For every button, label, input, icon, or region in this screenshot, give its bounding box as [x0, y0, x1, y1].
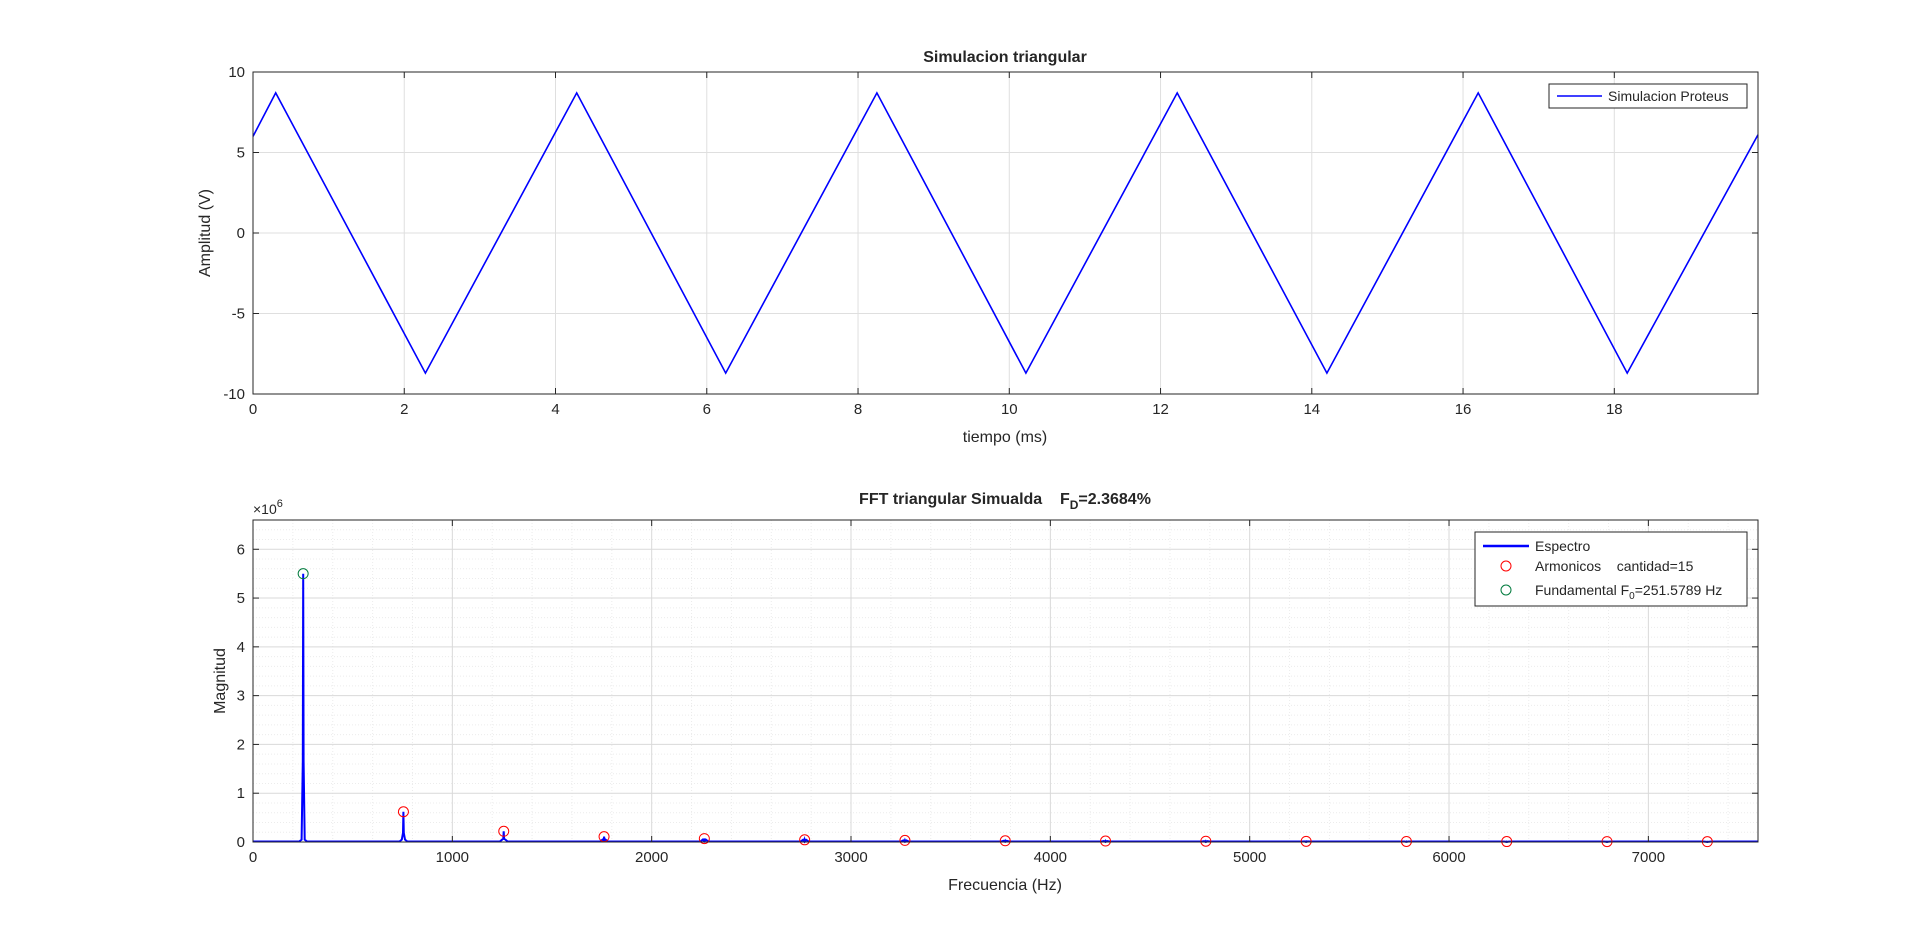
y-tick-label: -10: [223, 386, 245, 403]
x-tick-label: 2: [400, 401, 408, 418]
fft-plot-exponent-power: 6: [277, 498, 283, 510]
fft-plot-legend: Espectro Armonicos cantidad=15 Fundament…: [1474, 531, 1748, 607]
harmonic-marker: [498, 825, 510, 837]
x-tick-label: 4: [551, 401, 559, 418]
y-tick-label: 10: [228, 64, 245, 81]
fft-plot-ylabel: Magnitud: [212, 648, 229, 714]
x-tick-label: 10: [1001, 401, 1018, 418]
fft-plot: 0 1000 2000 3000 4000 5000 6000 7000 0 1 2 3 4 5 6 ×10…: [212, 491, 1759, 894]
fft-plot-title-fd-sub: D: [1070, 498, 1079, 512]
harmonic-marker: [899, 834, 911, 846]
legend-fundamental-label: Fundamental F0=251.5789 Hz: [1535, 582, 1722, 602]
harmonic-marker: [698, 833, 710, 845]
time-plot-xlabel: tiempo (ms): [963, 429, 1047, 446]
x-tick-label: 2000: [635, 849, 668, 866]
fft-plot-ticks: 0 1000 2000 3000 4000 5000 6000 7000 0 1 2 3 4 5 6: [237, 520, 1758, 866]
x-tick-label: 0: [249, 849, 257, 866]
x-tick-label: 16: [1455, 401, 1472, 418]
legend-harmonics-label: Armonicos cantidad=15: [1535, 558, 1694, 574]
x-tick-label: 14: [1303, 401, 1320, 418]
x-tick-label: 3000: [834, 849, 867, 866]
y-tick-label: 6: [237, 541, 245, 558]
x-tick-label: 6000: [1432, 849, 1465, 866]
x-tick-label: 6: [703, 401, 711, 418]
x-tick-label: 4000: [1034, 849, 1067, 866]
fft-plot-exponent: ×106: [253, 498, 283, 517]
x-tick-label: 18: [1606, 401, 1623, 418]
legend-fundamental-marker: [1500, 584, 1512, 596]
legend-harmonics-marker: [1500, 560, 1512, 572]
x-tick-label: 5000: [1233, 849, 1266, 866]
time-plot-ylabel: Amplitud (V): [197, 189, 214, 277]
time-plot-ticks: 0 2 4 6 8 10 12 14 16 18 -10 -5 0 5 10: [223, 64, 1758, 418]
time-series-line: [252, 91, 1759, 375]
harmonic-marker: [1100, 835, 1112, 847]
y-tick-label: 2: [237, 736, 245, 753]
fft-plot-exponent-base: ×10: [253, 501, 277, 517]
x-tick-label: 12: [1152, 401, 1169, 418]
fft-plot-title: FFT triangular Simualda FD=2.3684%: [859, 491, 1151, 512]
y-tick-label: 0: [237, 225, 245, 242]
fft-plot-legend-box: [1474, 531, 1748, 607]
y-tick-label: 4: [237, 639, 245, 656]
time-plot-legend: Simulacion Proteus: [1548, 83, 1748, 109]
y-tick-label: -5: [232, 306, 245, 323]
x-tick-label: 0: [249, 401, 257, 418]
harmonic-marker: [799, 834, 811, 846]
fundamental-marker: [297, 568, 309, 580]
x-tick-label: 8: [854, 401, 862, 418]
fft-plot-title-fd-value: =2.3684%: [1078, 491, 1151, 508]
fft-plot-axes-box: [252, 519, 1759, 843]
legend-spectrum-label: Espectro: [1535, 538, 1590, 554]
fft-plot-title-gap: [1042, 491, 1060, 508]
harmonic-marker: [1400, 835, 1412, 847]
harmonic-marker: [1200, 835, 1212, 847]
fft-plot-title-fd-symbol: F: [1060, 491, 1070, 508]
y-tick-label: 3: [237, 688, 245, 705]
y-tick-label: 5: [237, 590, 245, 607]
x-tick-label: 1000: [436, 849, 469, 866]
time-plot: 0 2 4 6 8 10 12 14 16 18 -10 -5 0 5 10 Simulacion tria…: [197, 49, 1759, 446]
legend-fundamental-suffix: =251.5789 Hz: [1635, 582, 1723, 598]
fft-plot-title-text: FFT triangular Simualda: [859, 491, 1042, 508]
harmonic-marker: [397, 806, 409, 818]
legend-fundamental-prefix: Fundamental F: [1535, 582, 1629, 598]
time-plot-title: Simulacion triangular: [923, 49, 1087, 66]
legend-fundamental-sub: 0: [1629, 591, 1635, 602]
time-plot-legend-label: Simulacion Proteus: [1608, 88, 1729, 104]
x-tick-label: 7000: [1632, 849, 1665, 866]
fft-plot-xlabel: Frecuencia (Hz): [948, 877, 1062, 894]
y-tick-label: 0: [237, 834, 245, 851]
harmonic-marker: [1300, 835, 1312, 847]
harmonic-marker: [999, 835, 1011, 847]
y-tick-label: 5: [237, 145, 245, 162]
y-tick-label: 1: [237, 785, 245, 802]
